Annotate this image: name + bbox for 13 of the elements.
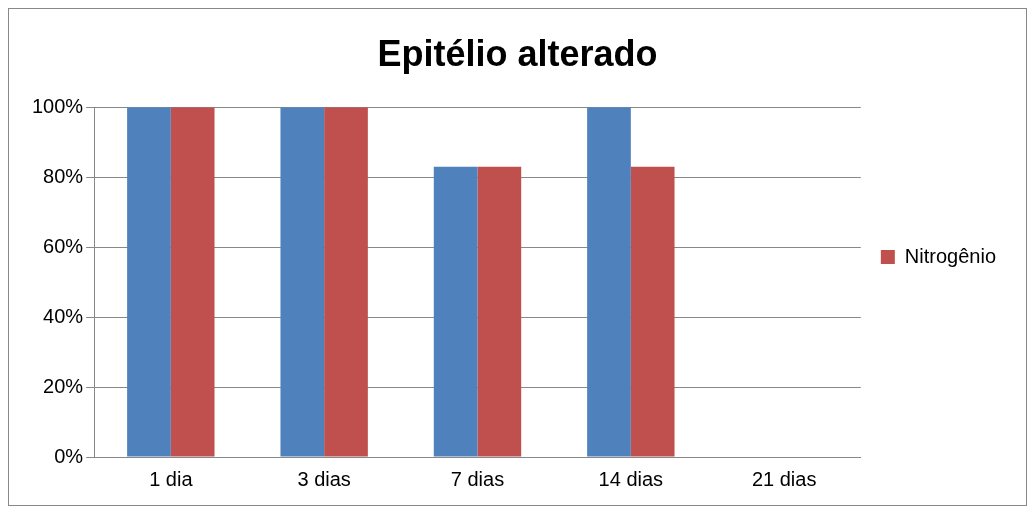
legend-label: Nitrogênio <box>904 244 997 267</box>
x-tick-label: 21 dias <box>751 467 817 490</box>
y-tick-label: 20% <box>43 374 84 397</box>
x-tick-label: 1 dia <box>149 467 194 490</box>
y-tick-label: 0% <box>54 444 84 467</box>
y-tick-label: 60% <box>43 234 84 257</box>
chart-title: Epitélio alterado <box>377 32 658 74</box>
x-tick-label: 14 dias <box>598 467 664 490</box>
y-tick-label: 100% <box>32 94 84 117</box>
x-tick-label: 7 dias <box>450 467 505 490</box>
y-tick-label: 40% <box>43 304 84 327</box>
y-tick-label: 80% <box>43 164 84 187</box>
x-tick-label: 3 dias <box>297 467 351 490</box>
